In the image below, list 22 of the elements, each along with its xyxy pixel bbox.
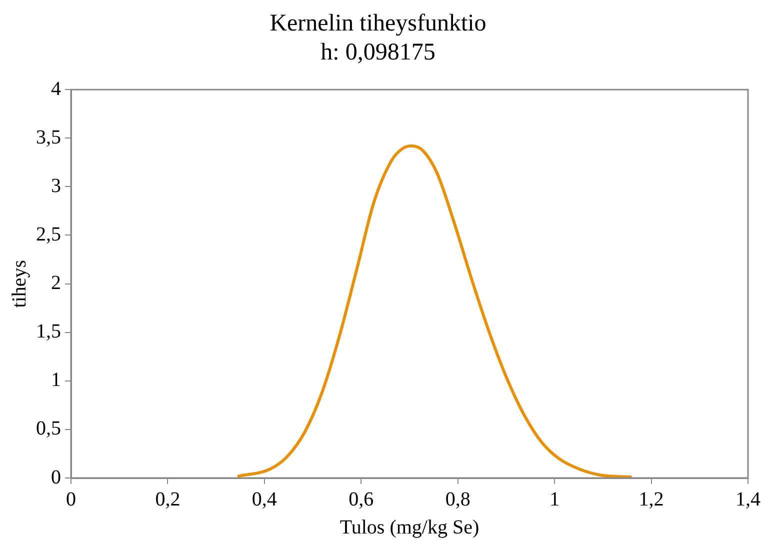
x-tick-label: 0,2 [155, 488, 180, 510]
y-tick-label: 4 [51, 78, 61, 100]
x-tick-label: 0,4 [252, 488, 277, 510]
x-axis-title: Tulos (mg/kg Se) [340, 516, 480, 538]
x-tick-label: 1 [550, 488, 560, 510]
chart-title: Kernelin tiheysfunktio [270, 10, 486, 37]
y-tick-label: 3,5 [36, 126, 61, 148]
x-tick-label: 1,4 [736, 488, 760, 510]
y-tick-label: 2 [51, 272, 61, 294]
y-tick-label: 3 [51, 174, 61, 197]
y-axis-title: tiheys [8, 260, 30, 308]
x-tick-label: 1,2 [638, 488, 664, 510]
line-series [237, 144, 632, 478]
x-tick-label: 0 [66, 488, 76, 510]
y-tick-label: 0,5 [36, 418, 61, 440]
y-tick-label: 1 [51, 369, 61, 392]
x-tick-label: 0,6 [348, 488, 374, 510]
y-tick-label: 0 [51, 466, 61, 488]
y-tick-label: 1,5 [36, 320, 61, 343]
y-tick-label: 2,5 [36, 224, 61, 246]
chart-subtitle: h: 0,098175 [320, 39, 436, 66]
x-tick-label: 0,8 [445, 488, 470, 510]
